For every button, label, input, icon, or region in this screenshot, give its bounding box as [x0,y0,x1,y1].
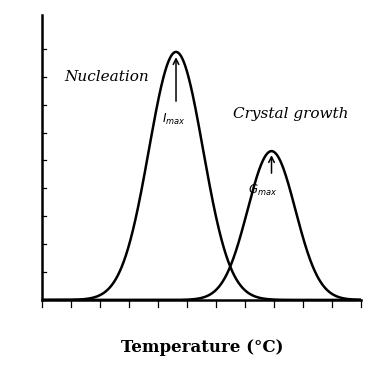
Text: Crystal growth: Crystal growth [233,107,349,121]
Text: Temperature (°C): Temperature (°C) [121,339,284,356]
Text: $I_{max}$: $I_{max}$ [162,112,185,127]
Text: Nucleation: Nucleation [65,70,149,84]
Text: $G_{max}$: $G_{max}$ [248,183,277,198]
